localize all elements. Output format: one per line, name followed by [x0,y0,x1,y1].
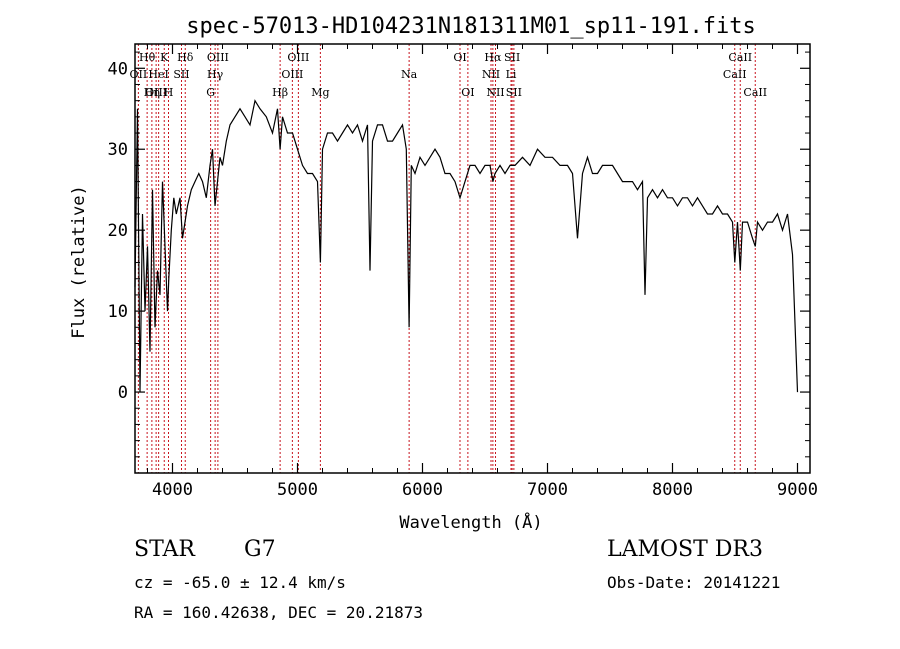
spectral-line-label: Li [506,68,517,81]
y-tick-label: 30 [108,140,128,160]
plot-frame [134,43,811,474]
y-tick-label: 0 [118,383,128,403]
x-tick-label: 9000 [777,480,818,500]
spectral-line-label: Hδ [177,51,194,64]
coordinates-line: RA = 160.42638, DEC = 20.21873 [134,603,423,622]
object-subclass: G7 [244,537,276,562]
spectral-line-label: Hα [484,51,502,64]
spectral-line-label: Hγ [207,68,224,81]
spectral-line-label: Hθ [139,51,156,64]
spectral-line-label: H [164,86,174,99]
survey-name: LAMOST DR3 [607,537,763,562]
spectral-line-label: OII [130,68,148,81]
chart-title: spec-57013-HD104231N181311M01_sp11-191.f… [186,14,756,39]
y-tick-label: 40 [108,59,128,79]
x-tick-label: 8000 [652,480,693,500]
spectral-line-label: K [160,51,169,64]
x-axis-label: Wavelength (Å) [399,511,542,533]
spectral-line-markers [137,44,756,473]
spectral-line-label: G [206,86,215,99]
spectral-line-label: SII [504,51,520,64]
y-axis-ticks: 0 10 20 30 40 [108,51,810,458]
spectral-line-label: OI [461,86,474,99]
spectral-line-label: NII [486,86,504,99]
spectral-line-label: OIII [145,86,167,99]
x-tick-label: 5000 [277,480,318,500]
spectral-line-label: CaII [728,51,752,64]
redshift-line: cz = -65.0 ± 12.4 km/s [134,573,346,592]
spectral-line-label: OIII [281,68,303,81]
x-tick-label: 4000 [152,480,193,500]
spectral-line-label: NII [482,68,500,81]
spectral-line-label: CaII [743,86,767,99]
y-tick-label: 10 [108,302,128,322]
spectral-line-label: OIII [207,51,229,64]
object-class: STAR [134,537,195,562]
spectral-line-label: SII [506,86,522,99]
x-axis-ticks: 4000 5000 6000 7000 8000 9000 [147,44,818,500]
x-tick-label: 7000 [527,480,568,500]
spectral-line-label: HeI [148,68,168,81]
spectral-line-label: OI [453,51,466,64]
spectral-line-labels: OII Hθ OIII HeI K Hη H SII Hδ OIII Hγ G Hβ OIII OIII Mg… [130,51,768,99]
spectral-line-label: Na [401,68,418,81]
y-axis-label: Flux (relative) [69,185,89,339]
spectral-line-label: CaII [723,68,747,81]
spectral-line-label: Mg [311,86,329,99]
obs-date-line: Obs-Date: 20141221 [607,573,781,592]
y-tick-label: 20 [108,221,128,241]
spectral-line-label: OIII [287,51,309,64]
x-tick-label: 6000 [402,480,443,500]
spectrum-series [134,99,799,393]
spectral-line-label: Hη [144,86,160,99]
spectral-line-label: SII [173,68,189,81]
spectral-line-label: Hβ [272,86,288,99]
